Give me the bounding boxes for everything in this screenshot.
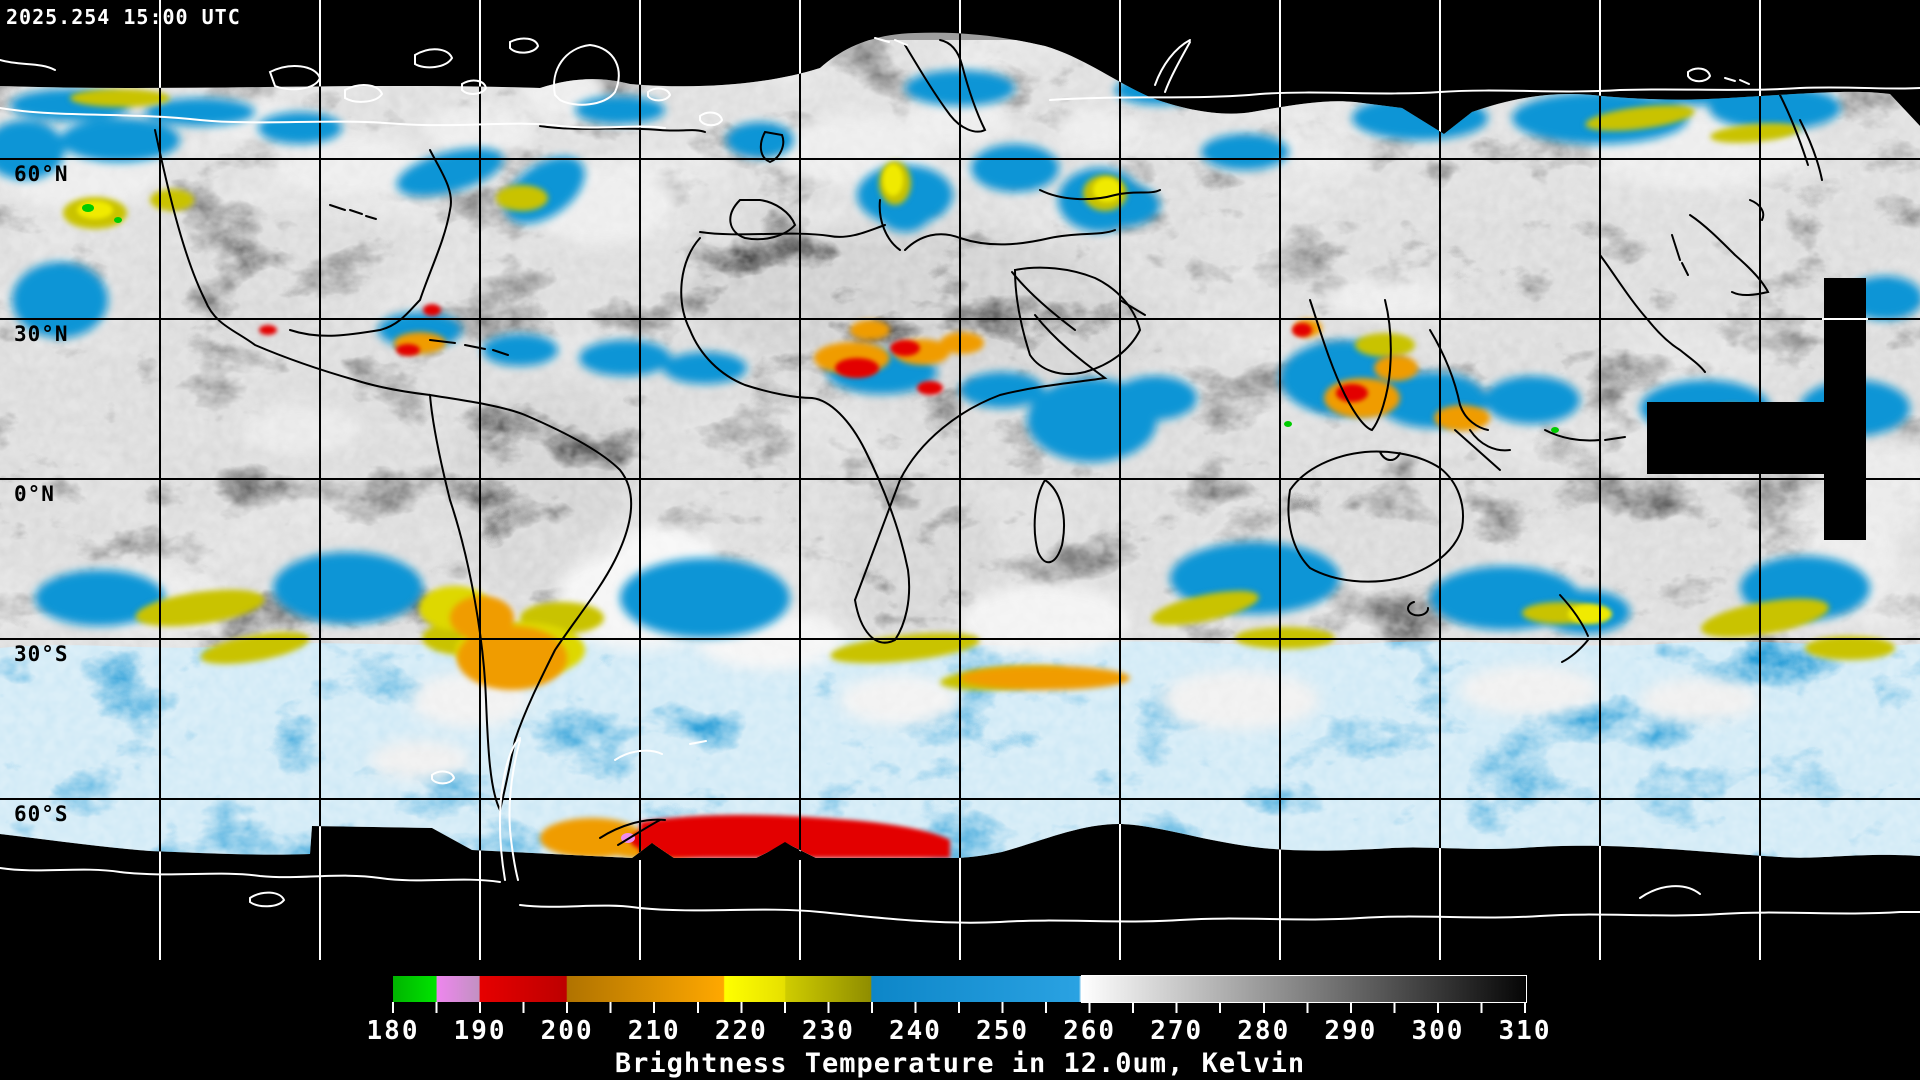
colorbar-title: Brightness Temperature in 12.0um, Kelvin bbox=[614, 1048, 1306, 1079]
lat-label-0n: 0°N bbox=[14, 482, 55, 506]
tick-label: 280 bbox=[1237, 1016, 1291, 1046]
tick-label: 210 bbox=[627, 1016, 681, 1046]
lat-label-60n: 60°N bbox=[14, 162, 69, 186]
colorbar: 180 190 200 210 220 230 240 250 260 270 … bbox=[0, 960, 1920, 1080]
imagery-layer bbox=[0, 0, 1920, 960]
tick-label: 300 bbox=[1411, 1016, 1465, 1046]
graticule-data bbox=[0, 0, 1920, 960]
tick-label: 190 bbox=[453, 1016, 507, 1046]
lat-label-30s: 30°S bbox=[14, 642, 69, 666]
colorbar-tick-labels: 180 190 200 210 220 230 240 250 260 270 … bbox=[367, 1016, 1550, 1046]
colorbar-ticks bbox=[392, 1002, 1526, 1013]
tick-label: 220 bbox=[714, 1016, 768, 1046]
tick-label: 270 bbox=[1150, 1016, 1204, 1046]
tick-label: 240 bbox=[888, 1016, 942, 1046]
lat-label-30n: 30°N bbox=[14, 322, 69, 346]
timestamp: 2025.254 15:00 UTC bbox=[6, 5, 241, 29]
world-map bbox=[0, 0, 1920, 960]
tick-label: 310 bbox=[1498, 1016, 1552, 1046]
coastlines-data bbox=[154, 39, 1823, 846]
tick-label: 250 bbox=[976, 1016, 1030, 1046]
missing-data-regions bbox=[630, 278, 1866, 860]
coastlines-nodata bbox=[0, 37, 1920, 924]
lat-label-60s: 60°S bbox=[14, 802, 69, 826]
tick-label: 230 bbox=[801, 1016, 855, 1046]
tick-label: 200 bbox=[540, 1016, 594, 1046]
tick-label: 180 bbox=[366, 1016, 420, 1046]
tick-label: 260 bbox=[1063, 1016, 1117, 1046]
colorbar-grayscale-outline bbox=[1081, 975, 1527, 1003]
tick-label: 290 bbox=[1324, 1016, 1378, 1046]
colorbar-gradient bbox=[393, 975, 1527, 1003]
satellite-map-image bbox=[0, 0, 1920, 960]
